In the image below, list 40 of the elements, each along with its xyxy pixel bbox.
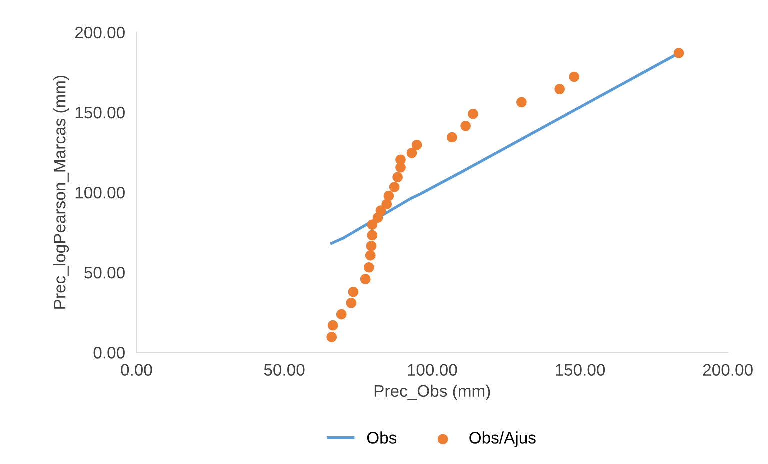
point	[364, 262, 374, 273]
point	[674, 48, 684, 58]
y-tick-label: 50.00	[84, 267, 125, 279]
point	[326, 332, 338, 342]
point	[460, 120, 471, 132]
point	[366, 241, 377, 252]
x-tick-label: 50.00	[264, 364, 305, 376]
point	[569, 72, 580, 82]
y-axis-title: Prec_logPearson_Marcas (mm)	[54, 76, 70, 309]
point	[376, 206, 386, 216]
point	[367, 220, 378, 230]
x-tick-label: 0.00	[121, 364, 152, 376]
point	[348, 286, 359, 298]
point	[336, 309, 347, 320]
point	[392, 172, 403, 183]
point	[412, 140, 422, 150]
point	[468, 108, 478, 120]
x-tick-label: 150.00	[556, 364, 606, 376]
point	[384, 190, 394, 202]
legend-label: Obs	[367, 432, 397, 444]
x-axis-title: Prec_Obs (mm)	[374, 384, 490, 400]
legend-label: Obs/Ajus	[470, 432, 536, 448]
point	[328, 320, 338, 331]
point	[554, 84, 565, 94]
point	[406, 148, 418, 158]
point	[365, 250, 376, 261]
x-tick-label: 200.00	[703, 364, 753, 376]
y-tick-label: 200.00	[75, 26, 125, 39]
point	[360, 274, 371, 284]
point	[447, 132, 458, 143]
x-tick-label: 100.00	[408, 364, 458, 376]
point	[367, 230, 378, 241]
y-tick-label: 100.00	[76, 186, 125, 199]
point	[396, 154, 406, 166]
y-tick-label: 0.00	[94, 347, 125, 359]
y-tick-label: 150.00	[76, 106, 125, 119]
point	[346, 298, 357, 308]
point	[382, 199, 392, 210]
point	[389, 182, 400, 192]
point	[516, 97, 527, 108]
